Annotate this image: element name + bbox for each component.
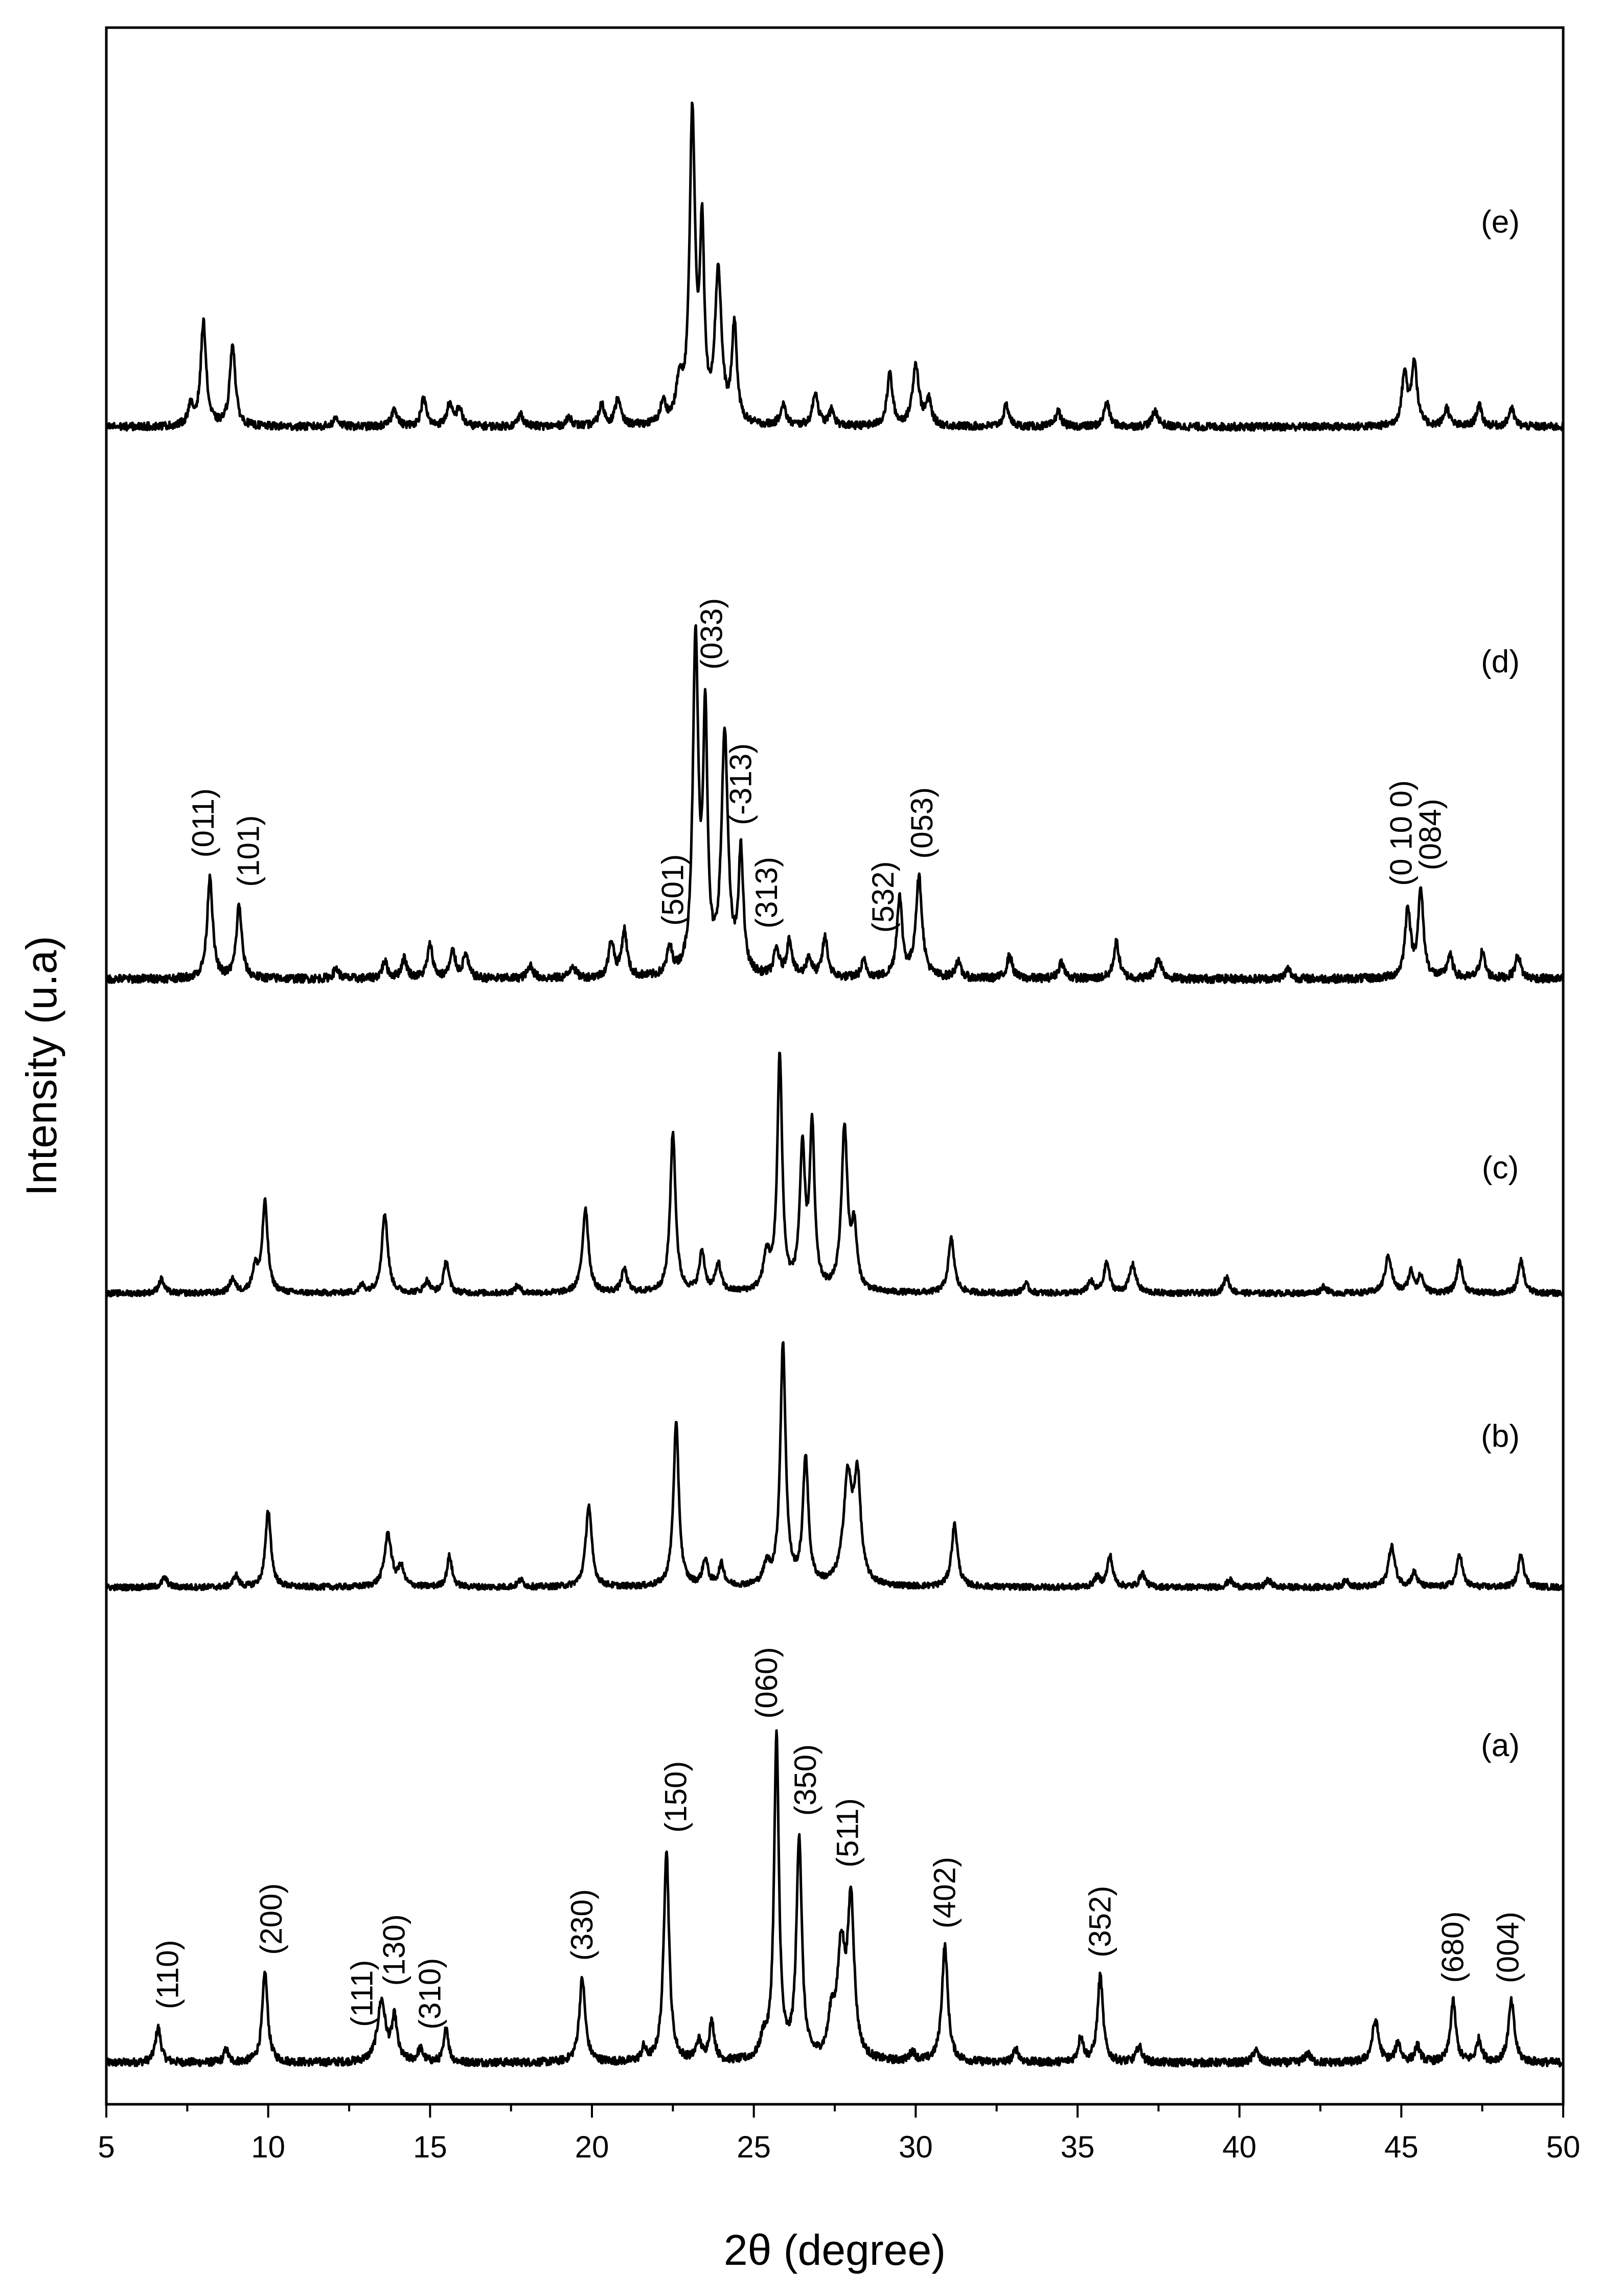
- x-tick-label: 30: [899, 2130, 933, 2164]
- series-label: (a): [1481, 1728, 1520, 1763]
- x-tick-label: 15: [413, 2130, 447, 2164]
- peak-label: (060): [749, 1647, 784, 1719]
- peak-label: (511): [830, 1798, 864, 1868]
- x-tick-label: 25: [737, 2130, 771, 2164]
- peak-labels: (110) (200) (111)(130)(310) (330) (150) (060)…: [150, 598, 1525, 2030]
- peak-label: (330): [565, 1889, 599, 1961]
- series-label: (b): [1481, 1419, 1520, 1454]
- diffraction-traces: [105, 101, 1565, 2068]
- x-axis-ticks: 5 10 15 20 25 30 35 40 45 50: [98, 2104, 1580, 2164]
- x-tick-label: 45: [1384, 2130, 1419, 2164]
- diffraction-trace: [105, 101, 1565, 432]
- peak-label: (004): [1491, 1912, 1525, 1983]
- diffraction-trace: [105, 624, 1565, 984]
- peak-label: (130): [377, 1914, 412, 1986]
- peak-label: (110): [150, 1940, 185, 2009]
- series-label: (d): [1481, 644, 1520, 679]
- series-labels: (a) (b) (c) (d) (e): [1481, 204, 1520, 1763]
- diffraction-trace: [105, 1341, 1565, 1592]
- peak-label: (011): [186, 788, 220, 858]
- peak-label: (033): [694, 598, 728, 670]
- peak-label: (150): [659, 1761, 693, 1833]
- diffraction-trace: [105, 1052, 1565, 1298]
- x-tick-label: 10: [251, 2130, 285, 2164]
- peak-label: (352): [1083, 1886, 1117, 1958]
- peak-label: (680): [1436, 1912, 1470, 1983]
- peak-label: (501): [655, 854, 690, 926]
- peak-label: (402): [927, 1857, 962, 1928]
- peak-label: (200): [254, 1883, 288, 1955]
- x-tick-label: 50: [1546, 2130, 1581, 2164]
- series-label: (e): [1481, 204, 1520, 240]
- peak-label: (084): [1413, 799, 1447, 870]
- x-tick-label: 40: [1222, 2130, 1256, 2164]
- peak-label: (-313): [723, 743, 758, 825]
- peak-label: (111): [345, 1960, 379, 2027]
- x-axis-title: 2θ (degree): [724, 2226, 946, 2274]
- series-label: (c): [1482, 1150, 1519, 1186]
- x-tick-label: 5: [98, 2130, 115, 2164]
- peak-label: (101): [232, 815, 266, 887]
- plot-frame: [105, 26, 1565, 2106]
- diffraction-trace: [105, 1729, 1565, 2068]
- peak-label: (0 10 0): [1384, 780, 1418, 886]
- peak-label: (313): [749, 857, 784, 928]
- peak-label: (053): [905, 787, 939, 859]
- peak-label: (532): [866, 861, 900, 933]
- peak-label: (310): [413, 1958, 447, 2030]
- peak-label: (350): [788, 1744, 822, 1816]
- y-axis-title: Intensity (u.a): [17, 936, 65, 1196]
- x-tick-label: 20: [575, 2130, 609, 2164]
- x-tick-label: 35: [1061, 2130, 1095, 2164]
